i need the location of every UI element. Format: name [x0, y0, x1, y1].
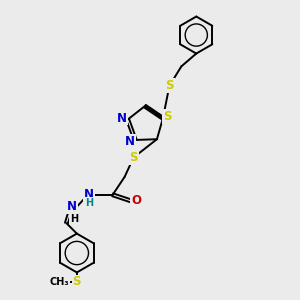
Text: O: O: [131, 194, 141, 207]
Text: S: S: [165, 79, 174, 92]
Text: N: N: [117, 112, 127, 124]
Text: N: N: [84, 188, 94, 201]
Text: S: S: [73, 275, 81, 289]
Text: S: S: [163, 110, 172, 123]
Text: N: N: [68, 200, 77, 213]
Text: CH₃: CH₃: [49, 277, 69, 287]
Text: H: H: [70, 214, 78, 224]
Text: H: H: [85, 198, 93, 208]
Text: N: N: [125, 135, 135, 148]
Text: S: S: [129, 151, 138, 164]
